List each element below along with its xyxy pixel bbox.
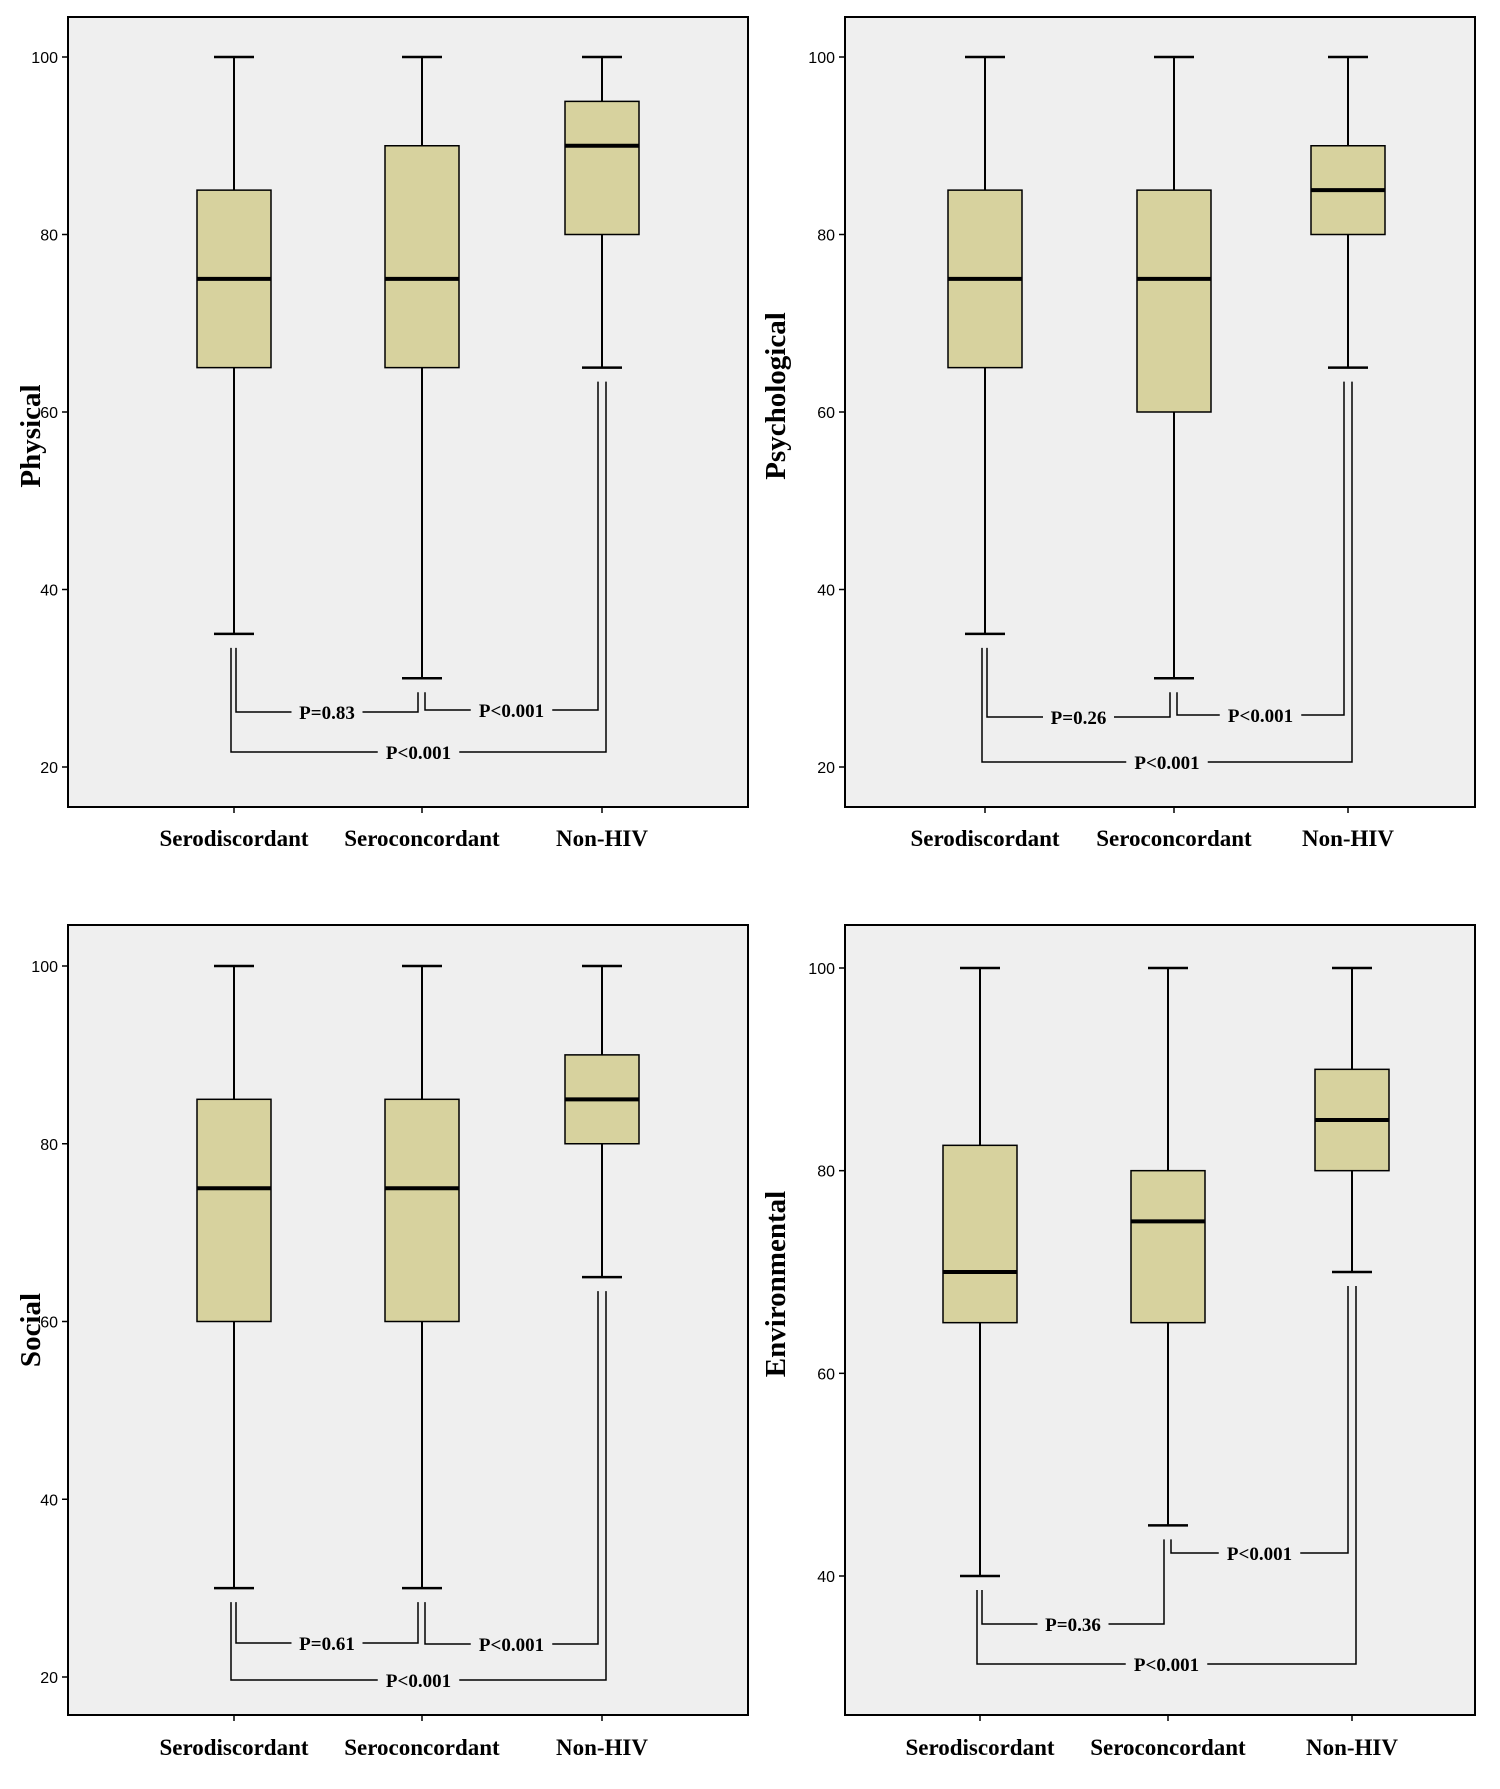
y-tick-label: 80: [817, 228, 835, 245]
plot-area: [67, 16, 749, 808]
iqr-box: [942, 1144, 1018, 1324]
p-value-label: P<0.001: [479, 1635, 544, 1656]
y-tick-label: 40: [40, 1492, 58, 1509]
comparison-bracket: P<0.001: [424, 1291, 599, 1656]
p-value-label: P<0.001: [386, 1671, 451, 1692]
box-non-hiv: [564, 55, 640, 369]
box-non-hiv: [1310, 55, 1386, 369]
box-serodiscordant: [947, 55, 1023, 636]
iqr-box: [1130, 1169, 1206, 1324]
y-tick-label: 80: [40, 228, 58, 245]
y-tick-label: 100: [31, 959, 58, 976]
p-value-background: [1043, 706, 1114, 728]
category-label: Non-HIV: [1302, 826, 1394, 851]
y-tick-label: 100: [808, 961, 835, 978]
comparison-bracket: P<0.001: [1170, 1286, 1349, 1565]
p-value-label: P=0.26: [1051, 708, 1107, 729]
p-value-label: P=0.36: [1045, 1615, 1101, 1636]
comparison-bracket: P<0.001: [1176, 381, 1345, 727]
y-tick-label: 100: [808, 50, 835, 67]
box-non-hiv: [564, 964, 640, 1279]
category-label: Serodiscordant: [159, 1735, 308, 1760]
y-tick-label: 60: [817, 1366, 835, 1383]
y-axis-label: Social: [15, 1293, 47, 1367]
y-tick-label: 20: [40, 1670, 58, 1687]
iqr-box: [384, 1098, 460, 1323]
p-value-background: [470, 1633, 553, 1655]
chart-panel-environmental: 40 60 80 100 Environmental Serodiscordant Sero…: [760, 924, 1476, 1760]
y-tick-label: 20: [40, 760, 58, 777]
p-value-label: P<0.001: [386, 743, 451, 764]
p-value-background: [377, 1669, 460, 1691]
comparison-bracket: P=0.83: [235, 647, 419, 724]
y-axis-label: Psychological: [760, 312, 792, 480]
comparison-bracket: P<0.001: [230, 1291, 607, 1692]
category-label: Serodiscordant: [159, 826, 308, 851]
category-label: Non-HIV: [556, 826, 648, 851]
p-value-label: P<0.001: [1227, 1544, 1292, 1565]
comparison-bracket: P=0.61: [235, 1602, 419, 1655]
comparison-bracket: P<0.001: [424, 381, 599, 722]
y-tick-label: 60: [40, 1315, 58, 1332]
box-non-hiv: [1314, 966, 1390, 1274]
p-value-background: [1218, 1542, 1301, 1564]
y-axis-label: Physical: [15, 384, 47, 487]
comparison-bracket: P<0.001: [981, 381, 1353, 774]
p-value-label: P<0.001: [1134, 753, 1199, 774]
p-value-background: [470, 699, 553, 721]
box-serodiscordant: [942, 966, 1018, 1578]
p-value-background: [1125, 1653, 1208, 1675]
p-value-background: [1037, 1613, 1109, 1635]
iqr-box: [564, 100, 640, 236]
category-label: Seroconcordant: [1090, 1735, 1246, 1760]
y-tick-label: 20: [817, 760, 835, 777]
y-tick-label: 100: [31, 50, 58, 67]
box-seroconcordant: [1136, 55, 1212, 680]
box-seroconcordant: [1130, 966, 1206, 1527]
p-value-label: P=0.83: [299, 703, 355, 724]
chart-panel-physical: 20 40 60 80 100 Physical Serodiscordant Serocon…: [15, 16, 749, 851]
box-seroconcordant: [384, 55, 460, 680]
y-tick-label: 80: [40, 1137, 58, 1154]
category-label: Seroconcordant: [344, 1735, 500, 1760]
y-tick-label: 80: [817, 1164, 835, 1181]
p-value-label: P<0.001: [1228, 706, 1293, 727]
p-value-label: P<0.001: [479, 701, 544, 722]
p-value-background: [377, 741, 460, 763]
y-tick-label: 60: [817, 405, 835, 422]
comparison-bracket: P<0.001: [976, 1286, 1357, 1676]
iqr-box: [196, 1098, 272, 1323]
p-value-label: P=0.61: [299, 1634, 355, 1655]
chart-panel-social: 20 40 60 80 100 Social Serodiscordant Seroconco…: [15, 924, 749, 1760]
comparison-bracket: P<0.001: [230, 381, 607, 764]
box-serodiscordant: [196, 55, 272, 636]
category-label: Non-HIV: [1306, 1735, 1398, 1760]
y-tick-label: 40: [817, 583, 835, 600]
y-tick-label: 60: [40, 405, 58, 422]
y-tick-label: 40: [40, 583, 58, 600]
box-serodiscordant: [196, 964, 272, 1590]
category-label: Seroconcordant: [344, 826, 500, 851]
iqr-box: [1136, 189, 1212, 413]
comparison-bracket: P=0.26: [986, 647, 1171, 729]
iqr-box: [384, 145, 460, 369]
p-value-background: [1219, 704, 1302, 726]
comparison-bracket: P=0.36: [981, 1539, 1165, 1636]
y-axis-label: Environmental: [760, 1191, 792, 1377]
p-value-background: [1126, 751, 1208, 773]
p-value-background: [291, 1632, 363, 1654]
box-seroconcordant: [384, 964, 460, 1590]
p-value-label: P<0.001: [1134, 1655, 1199, 1676]
y-tick-label: 40: [817, 1569, 835, 1586]
chart-panel-psychological: 20 40 60 80 100 Psychological Serodiscordant Se…: [760, 16, 1476, 851]
category-label: Seroconcordant: [1096, 826, 1252, 851]
category-label: Non-HIV: [556, 1735, 648, 1760]
p-value-background: [291, 701, 363, 723]
category-label: Serodiscordant: [910, 826, 1059, 851]
category-label: Serodiscordant: [905, 1735, 1054, 1760]
